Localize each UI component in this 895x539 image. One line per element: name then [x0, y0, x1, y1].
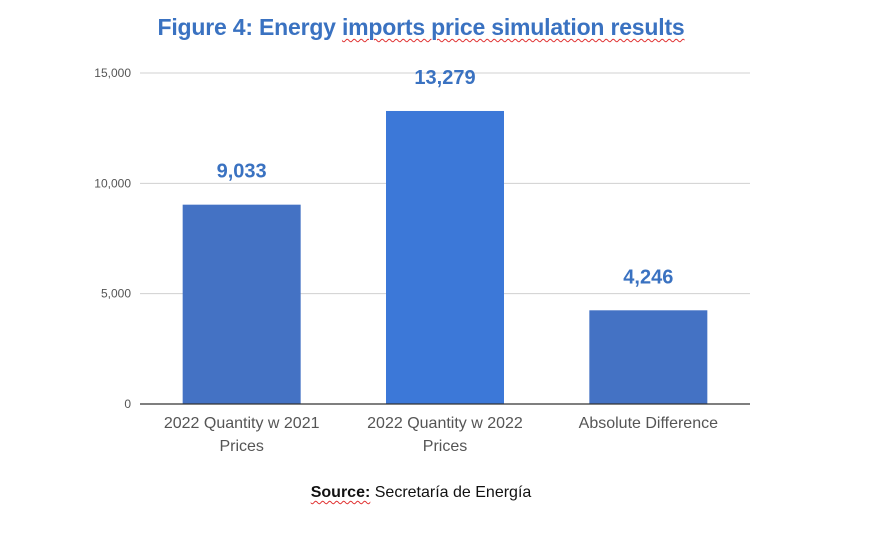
- chart-title-part-1: Figure 4: Energy: [157, 14, 342, 40]
- x-tick-label-line: 2022 Quantity w 2022: [367, 415, 523, 432]
- source-text: Secretaría de Energía: [370, 484, 532, 501]
- bar: [386, 110, 504, 404]
- source-prefix: Source:: [310, 484, 371, 501]
- data-label: 4,246: [623, 266, 673, 288]
- source-note: Source: Secretaría de Energía: [0, 484, 842, 502]
- bar: [182, 204, 301, 404]
- data-label: 9,033: [217, 161, 267, 183]
- y-tick-label: 5,000: [101, 287, 131, 301]
- y-tick-label: 0: [124, 397, 131, 411]
- x-tick-label: Absolute Difference: [579, 415, 718, 432]
- x-tick-label: 2022 Quantity w 2022 Prices: [367, 415, 523, 455]
- y-tick-label: 10,000: [94, 176, 131, 190]
- chart-title-part-2: imports price simulation results: [341, 14, 685, 40]
- x-tick-label-line: 2022 Quantity w 2021: [164, 415, 320, 432]
- x-tick-label: 2022 Quantity w 2021 Prices: [164, 415, 320, 455]
- x-tick-label-line: Absolute Difference: [579, 415, 718, 432]
- x-tick-label-line: Prices: [219, 438, 263, 455]
- x-tick-label-line: Prices: [423, 438, 467, 455]
- data-label: 13,279: [414, 67, 475, 89]
- y-tick-label: 15,000: [94, 66, 131, 80]
- chart-title: Figure 4: Energy imports price simulatio…: [0, 14, 842, 41]
- bar: [589, 310, 708, 404]
